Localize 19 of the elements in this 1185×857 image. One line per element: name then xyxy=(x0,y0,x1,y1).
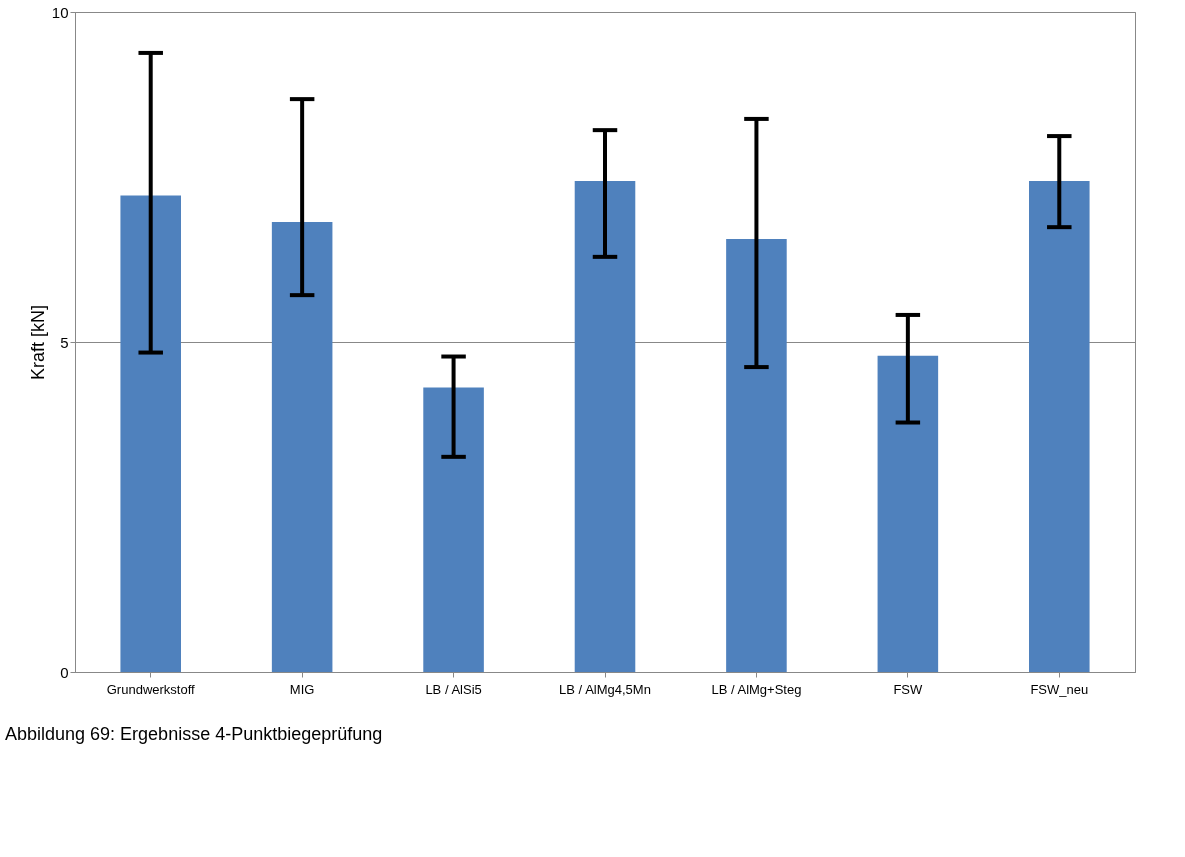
y-tick-label: 0 xyxy=(60,663,69,681)
bar xyxy=(271,221,333,672)
bar xyxy=(120,195,181,672)
bar xyxy=(726,239,787,672)
y-tick-label: 10 xyxy=(51,3,69,21)
y-tick-label: 5 xyxy=(60,333,69,351)
x-tick-label: MIG xyxy=(289,681,315,697)
x-tick-label: LB / AlMg4,5Mn xyxy=(559,681,651,697)
bar xyxy=(574,180,636,672)
y-axis-title: Kraft [kN] xyxy=(27,304,48,381)
bar xyxy=(877,355,939,672)
bar xyxy=(423,387,484,672)
x-tick-label: Grundwerkstoff xyxy=(106,681,196,697)
x-tick-label: LB / AlMg+Steg xyxy=(711,681,802,697)
bar xyxy=(1029,180,1090,672)
x-tick-label: FSW xyxy=(893,681,924,697)
x-tick-label: LB / AlSi5 xyxy=(425,681,482,697)
text: Abbildung 69: Ergebnisse 4-Punktbiegeprüfung xyxy=(5,724,383,744)
x-tick-label: FSW_neu xyxy=(1030,681,1089,697)
